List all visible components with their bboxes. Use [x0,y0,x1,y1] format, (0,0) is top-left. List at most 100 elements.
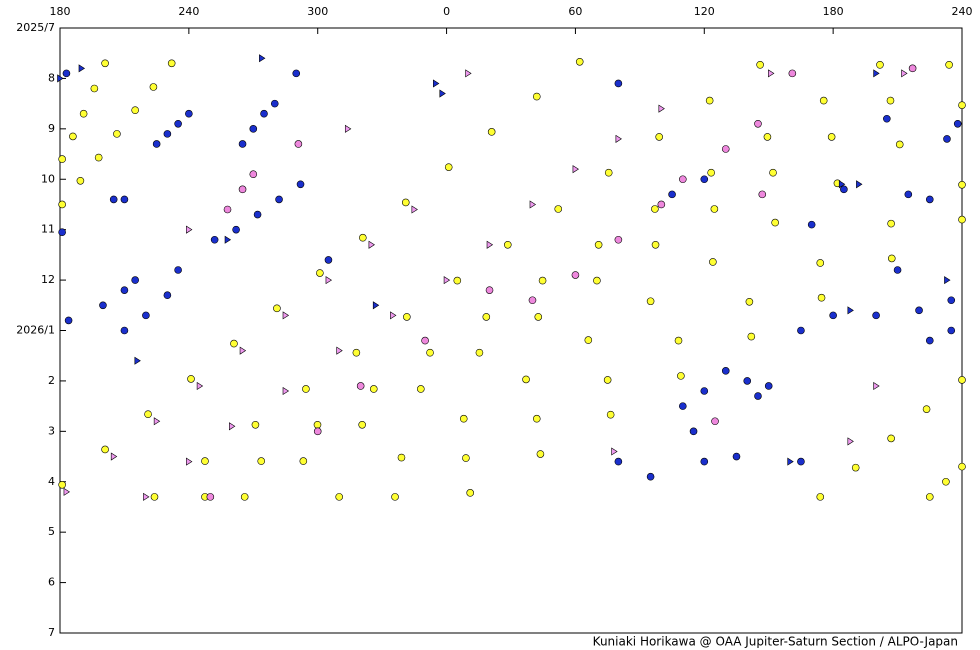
point [224,235,232,244]
point [444,163,453,171]
point [584,336,593,344]
y-tick-label: 2025/7 [16,21,55,34]
point [646,297,655,306]
point [614,457,623,466]
point [58,480,66,489]
point [534,313,543,321]
point [788,69,797,78]
point [827,133,836,141]
point [487,128,496,136]
point [249,170,258,179]
point [554,205,563,213]
point [606,410,615,419]
point [614,79,623,88]
point [358,420,366,429]
point [838,180,846,189]
y-tick-label: 11 [41,223,55,236]
point [167,59,176,68]
point [883,114,891,123]
point [651,205,659,213]
point [655,133,663,141]
point [372,301,380,310]
point [851,463,860,472]
point [840,185,848,194]
point [120,326,129,335]
point [668,190,676,199]
point [99,301,107,310]
point [908,64,917,73]
point [78,64,86,73]
point [522,375,530,384]
point [747,332,756,341]
point [238,185,247,194]
point [251,420,260,429]
point [324,256,333,264]
point [150,493,159,501]
point [174,119,182,128]
point [707,168,715,177]
point [62,69,71,78]
point [958,462,966,471]
point [186,225,193,234]
point [721,367,730,375]
point [847,306,854,315]
point [69,132,77,141]
x-tick-label: 0 [443,5,450,18]
point [313,427,322,436]
point [210,235,219,244]
point [223,205,232,214]
point [754,392,762,400]
y-tick-label: 8 [48,71,55,84]
x-tick-label: 180 [50,5,71,18]
point [944,276,951,285]
point [186,457,193,466]
point [575,57,584,66]
point [249,125,258,133]
point [316,269,324,277]
point [594,240,603,249]
point [259,54,266,63]
point [947,326,956,335]
point [604,168,613,177]
point [732,452,741,461]
point [275,195,283,204]
point [745,297,754,306]
y-tick-label: 4 [48,475,55,488]
point [282,386,290,396]
point [743,377,752,385]
point [359,233,367,242]
point [658,104,665,113]
point [401,198,410,207]
point [302,385,310,393]
point [572,165,579,174]
point [299,457,308,465]
y-tick-label: 5 [48,525,55,538]
point [352,348,361,357]
point [943,135,951,143]
point [615,134,622,143]
point [771,218,779,227]
point [153,417,161,426]
y-tick-label: 9 [48,122,55,135]
point [57,74,64,83]
point [113,130,121,138]
point [603,376,612,384]
point [201,457,209,465]
point [485,286,494,294]
point [816,493,825,501]
point [797,326,805,335]
point [816,259,825,267]
point [763,133,772,141]
point [536,450,545,458]
point [700,175,709,184]
point [657,200,666,209]
point [63,487,71,496]
point [416,385,425,393]
y-tick-label: 6 [48,576,55,589]
point [819,96,828,105]
point [887,434,895,443]
point [756,61,764,69]
point [679,175,687,184]
point [679,402,687,410]
